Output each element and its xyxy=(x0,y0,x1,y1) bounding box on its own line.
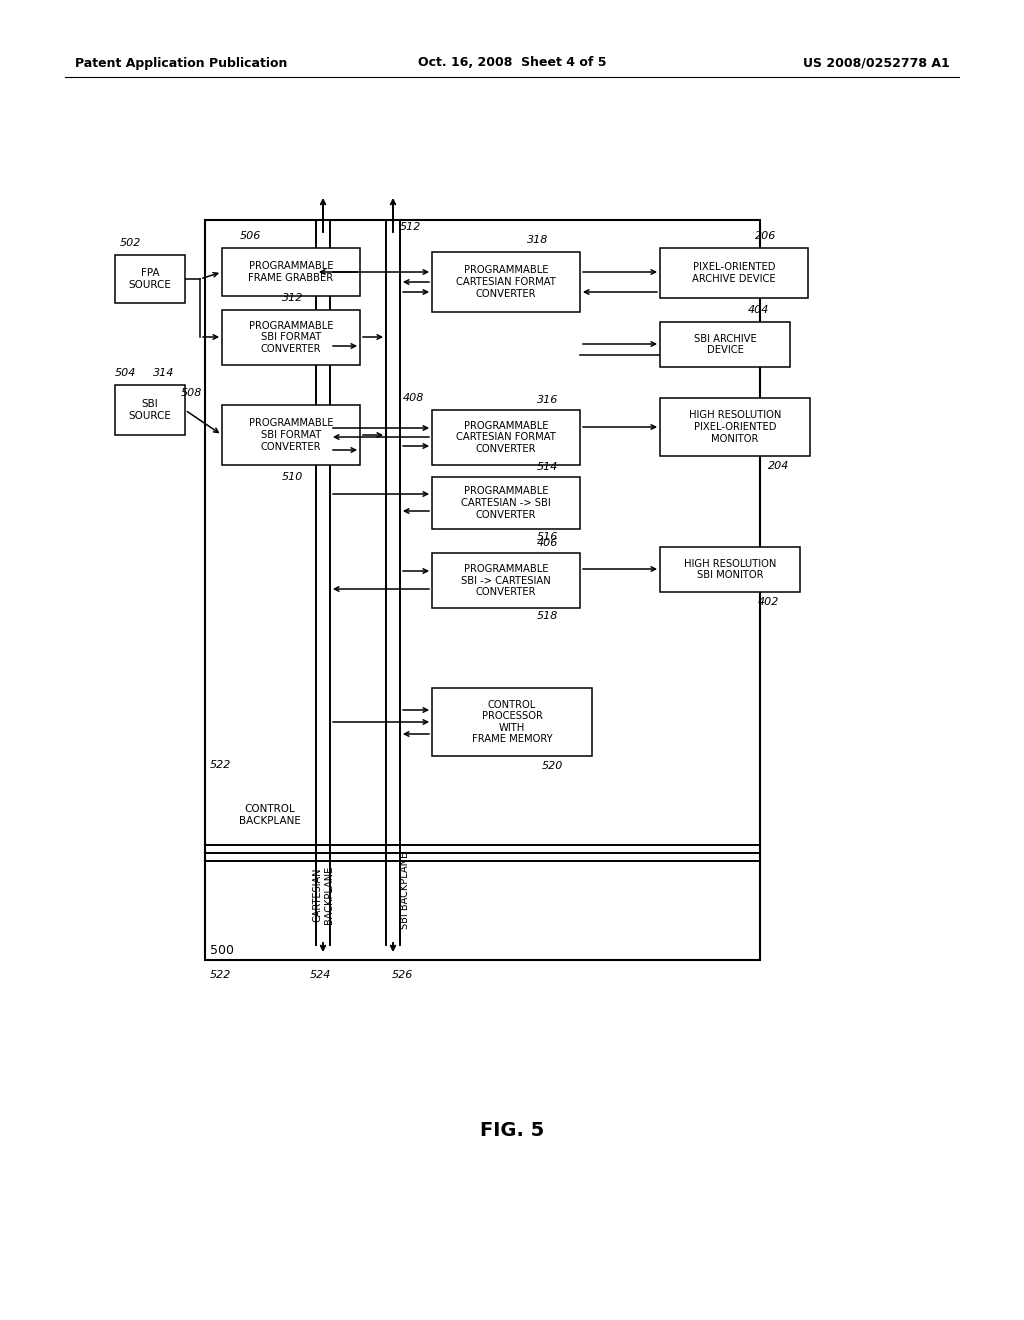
Text: 500: 500 xyxy=(210,944,234,957)
Text: 518: 518 xyxy=(537,611,558,620)
Bar xyxy=(660,399,810,455)
Bar xyxy=(115,255,185,304)
Text: 312: 312 xyxy=(282,293,303,304)
Text: PROGRAMMABLE
FRAME GRABBER: PROGRAMMABLE FRAME GRABBER xyxy=(249,261,334,282)
Bar xyxy=(660,322,790,367)
Text: SBI BACKPLANE: SBI BACKPLANE xyxy=(400,851,410,928)
Text: PROGRAMMABLE
SBI FORMAT
CONVERTER: PROGRAMMABLE SBI FORMAT CONVERTER xyxy=(249,321,333,354)
Bar xyxy=(222,405,360,465)
Text: Oct. 16, 2008  Sheet 4 of 5: Oct. 16, 2008 Sheet 4 of 5 xyxy=(418,57,606,70)
Bar xyxy=(432,688,592,756)
Bar xyxy=(205,220,760,960)
Text: 506: 506 xyxy=(240,231,261,242)
Text: US 2008/0252778 A1: US 2008/0252778 A1 xyxy=(803,57,950,70)
Text: 318: 318 xyxy=(527,235,549,246)
Text: PROGRAMMABLE
CARTESIAN FORMAT
CONVERTER: PROGRAMMABLE CARTESIAN FORMAT CONVERTER xyxy=(456,265,556,298)
Bar xyxy=(115,385,185,436)
Bar xyxy=(660,248,808,298)
Text: 514: 514 xyxy=(537,462,558,473)
Text: 526: 526 xyxy=(392,970,414,979)
Text: 516: 516 xyxy=(537,532,558,543)
Text: HIGH RESOLUTION
SBI MONITOR: HIGH RESOLUTION SBI MONITOR xyxy=(684,558,776,581)
Text: 206: 206 xyxy=(755,231,776,242)
Text: 520: 520 xyxy=(542,762,563,771)
Bar xyxy=(432,252,580,312)
Text: 522: 522 xyxy=(210,970,231,979)
Text: 404: 404 xyxy=(748,305,769,315)
Text: SBI
SOURCE: SBI SOURCE xyxy=(129,399,171,421)
Text: 406: 406 xyxy=(537,539,558,548)
Text: 408: 408 xyxy=(402,393,424,403)
Bar xyxy=(432,411,580,465)
Text: PROGRAMMABLE
SBI FORMAT
CONVERTER: PROGRAMMABLE SBI FORMAT CONVERTER xyxy=(249,418,333,451)
Text: FIG. 5: FIG. 5 xyxy=(480,1121,544,1139)
Text: 314: 314 xyxy=(153,368,174,378)
Bar xyxy=(222,248,360,296)
Text: PIXEL-ORIENTED
ARCHIVE DEVICE: PIXEL-ORIENTED ARCHIVE DEVICE xyxy=(692,263,776,284)
Text: CARTESIAN
BACKPLANE: CARTESIAN BACKPLANE xyxy=(312,866,334,924)
Text: PROGRAMMABLE
SBI -> CARTESIAN
CONVERTER: PROGRAMMABLE SBI -> CARTESIAN CONVERTER xyxy=(461,564,551,597)
Bar xyxy=(432,477,580,529)
Text: FPA
SOURCE: FPA SOURCE xyxy=(129,268,171,290)
Text: 204: 204 xyxy=(768,461,790,471)
Text: PROGRAMMABLE
CARTESIAN -> SBI
CONVERTER: PROGRAMMABLE CARTESIAN -> SBI CONVERTER xyxy=(461,486,551,520)
Text: HIGH RESOLUTION
PIXEL-ORIENTED
MONITOR: HIGH RESOLUTION PIXEL-ORIENTED MONITOR xyxy=(689,411,781,444)
Text: CONTROL
BACKPLANE: CONTROL BACKPLANE xyxy=(239,804,301,826)
Text: 512: 512 xyxy=(400,222,421,232)
Text: 402: 402 xyxy=(758,597,779,607)
Text: 504: 504 xyxy=(115,368,136,378)
Bar xyxy=(222,310,360,366)
Bar xyxy=(432,553,580,609)
Text: 502: 502 xyxy=(120,238,141,248)
Text: PROGRAMMABLE
CARTESIAN FORMAT
CONVERTER: PROGRAMMABLE CARTESIAN FORMAT CONVERTER xyxy=(456,421,556,454)
Text: 316: 316 xyxy=(537,395,558,405)
Text: SBI ARCHIVE
DEVICE: SBI ARCHIVE DEVICE xyxy=(693,334,757,355)
Text: 510: 510 xyxy=(282,473,303,482)
Text: 508: 508 xyxy=(180,388,202,399)
Bar xyxy=(660,546,800,591)
Text: 524: 524 xyxy=(309,970,331,979)
Text: CONTROL
PROCESSOR
WITH
FRAME MEMORY: CONTROL PROCESSOR WITH FRAME MEMORY xyxy=(472,700,552,744)
Text: 522: 522 xyxy=(210,760,231,770)
Text: Patent Application Publication: Patent Application Publication xyxy=(75,57,288,70)
